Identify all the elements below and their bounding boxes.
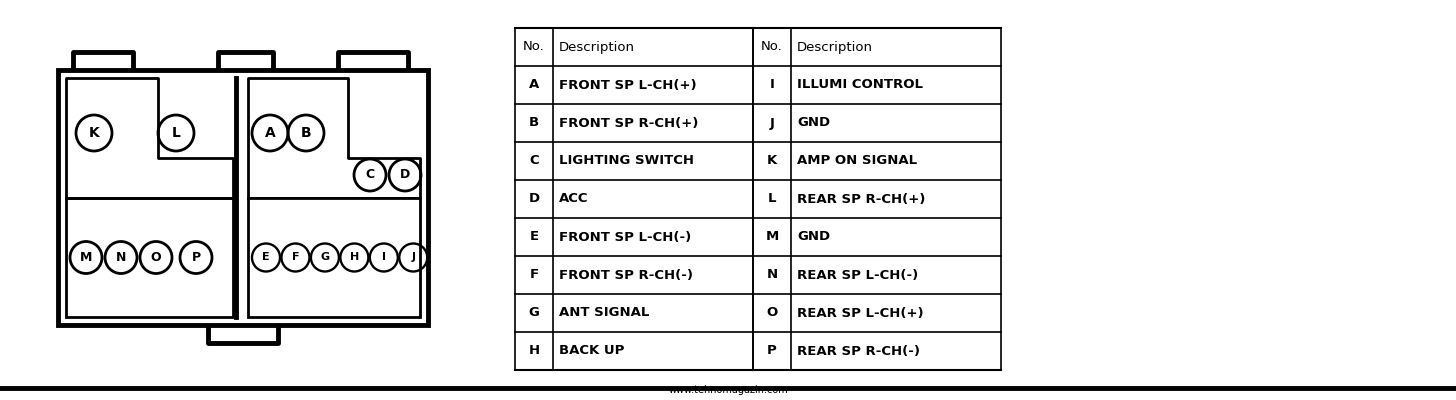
Text: GND: GND xyxy=(796,230,830,244)
Text: D: D xyxy=(529,192,540,206)
Text: REAR SP R-CH(-): REAR SP R-CH(-) xyxy=(796,344,920,358)
Text: G: G xyxy=(320,252,329,262)
Text: P: P xyxy=(767,344,778,358)
Text: A: A xyxy=(265,126,275,140)
Text: FRONT SP R-CH(+): FRONT SP R-CH(+) xyxy=(559,116,699,130)
Text: H: H xyxy=(529,344,540,358)
Text: A: A xyxy=(529,78,539,92)
Text: J: J xyxy=(770,116,775,130)
Text: K: K xyxy=(767,154,778,168)
Text: REAR SP L-CH(-): REAR SP L-CH(-) xyxy=(796,268,919,282)
Text: C: C xyxy=(529,154,539,168)
Text: BACK UP: BACK UP xyxy=(559,344,625,358)
Text: M: M xyxy=(80,251,92,264)
Text: ILLUMI CONTROL: ILLUMI CONTROL xyxy=(796,78,923,92)
Bar xyxy=(753,28,1002,370)
Text: ANT SIGNAL: ANT SIGNAL xyxy=(559,306,649,320)
Bar xyxy=(515,28,753,370)
Text: I: I xyxy=(381,252,386,262)
Text: L: L xyxy=(767,192,776,206)
Text: Description: Description xyxy=(796,40,874,54)
Text: FRONT SP L-CH(-): FRONT SP L-CH(-) xyxy=(559,230,692,244)
Text: I: I xyxy=(770,78,775,92)
Text: GND: GND xyxy=(796,116,830,130)
Text: FRONT SP L-CH(+): FRONT SP L-CH(+) xyxy=(559,78,696,92)
Bar xyxy=(248,198,419,317)
Text: F: F xyxy=(291,252,298,262)
Text: O: O xyxy=(150,251,162,264)
Text: D: D xyxy=(400,168,411,182)
Bar xyxy=(58,70,428,325)
Text: F: F xyxy=(530,268,539,282)
Text: E: E xyxy=(530,230,539,244)
Text: REAR SP L-CH(+): REAR SP L-CH(+) xyxy=(796,306,923,320)
Text: J: J xyxy=(411,252,415,262)
Text: REAR SP R-CH(+): REAR SP R-CH(+) xyxy=(796,192,926,206)
Text: FRONT SP R-CH(-): FRONT SP R-CH(-) xyxy=(559,268,693,282)
Text: B: B xyxy=(301,126,312,140)
Text: No.: No. xyxy=(523,40,545,54)
Text: LIGHTING SWITCH: LIGHTING SWITCH xyxy=(559,154,695,168)
Text: H: H xyxy=(349,252,360,262)
Text: P: P xyxy=(191,251,201,264)
Text: C: C xyxy=(365,168,374,182)
Text: L: L xyxy=(172,126,181,140)
Text: AMP ON SIGNAL: AMP ON SIGNAL xyxy=(796,154,917,168)
Text: www.tehnomagazin.com: www.tehnomagazin.com xyxy=(668,385,788,395)
Text: E: E xyxy=(262,252,269,262)
Text: M: M xyxy=(766,230,779,244)
Text: No.: No. xyxy=(761,40,783,54)
Bar xyxy=(66,198,233,317)
Text: N: N xyxy=(766,268,778,282)
Text: N: N xyxy=(116,251,127,264)
Text: ACC: ACC xyxy=(559,192,588,206)
Text: K: K xyxy=(89,126,99,140)
Text: G: G xyxy=(529,306,539,320)
Text: O: O xyxy=(766,306,778,320)
Text: B: B xyxy=(529,116,539,130)
Text: Description: Description xyxy=(559,40,635,54)
